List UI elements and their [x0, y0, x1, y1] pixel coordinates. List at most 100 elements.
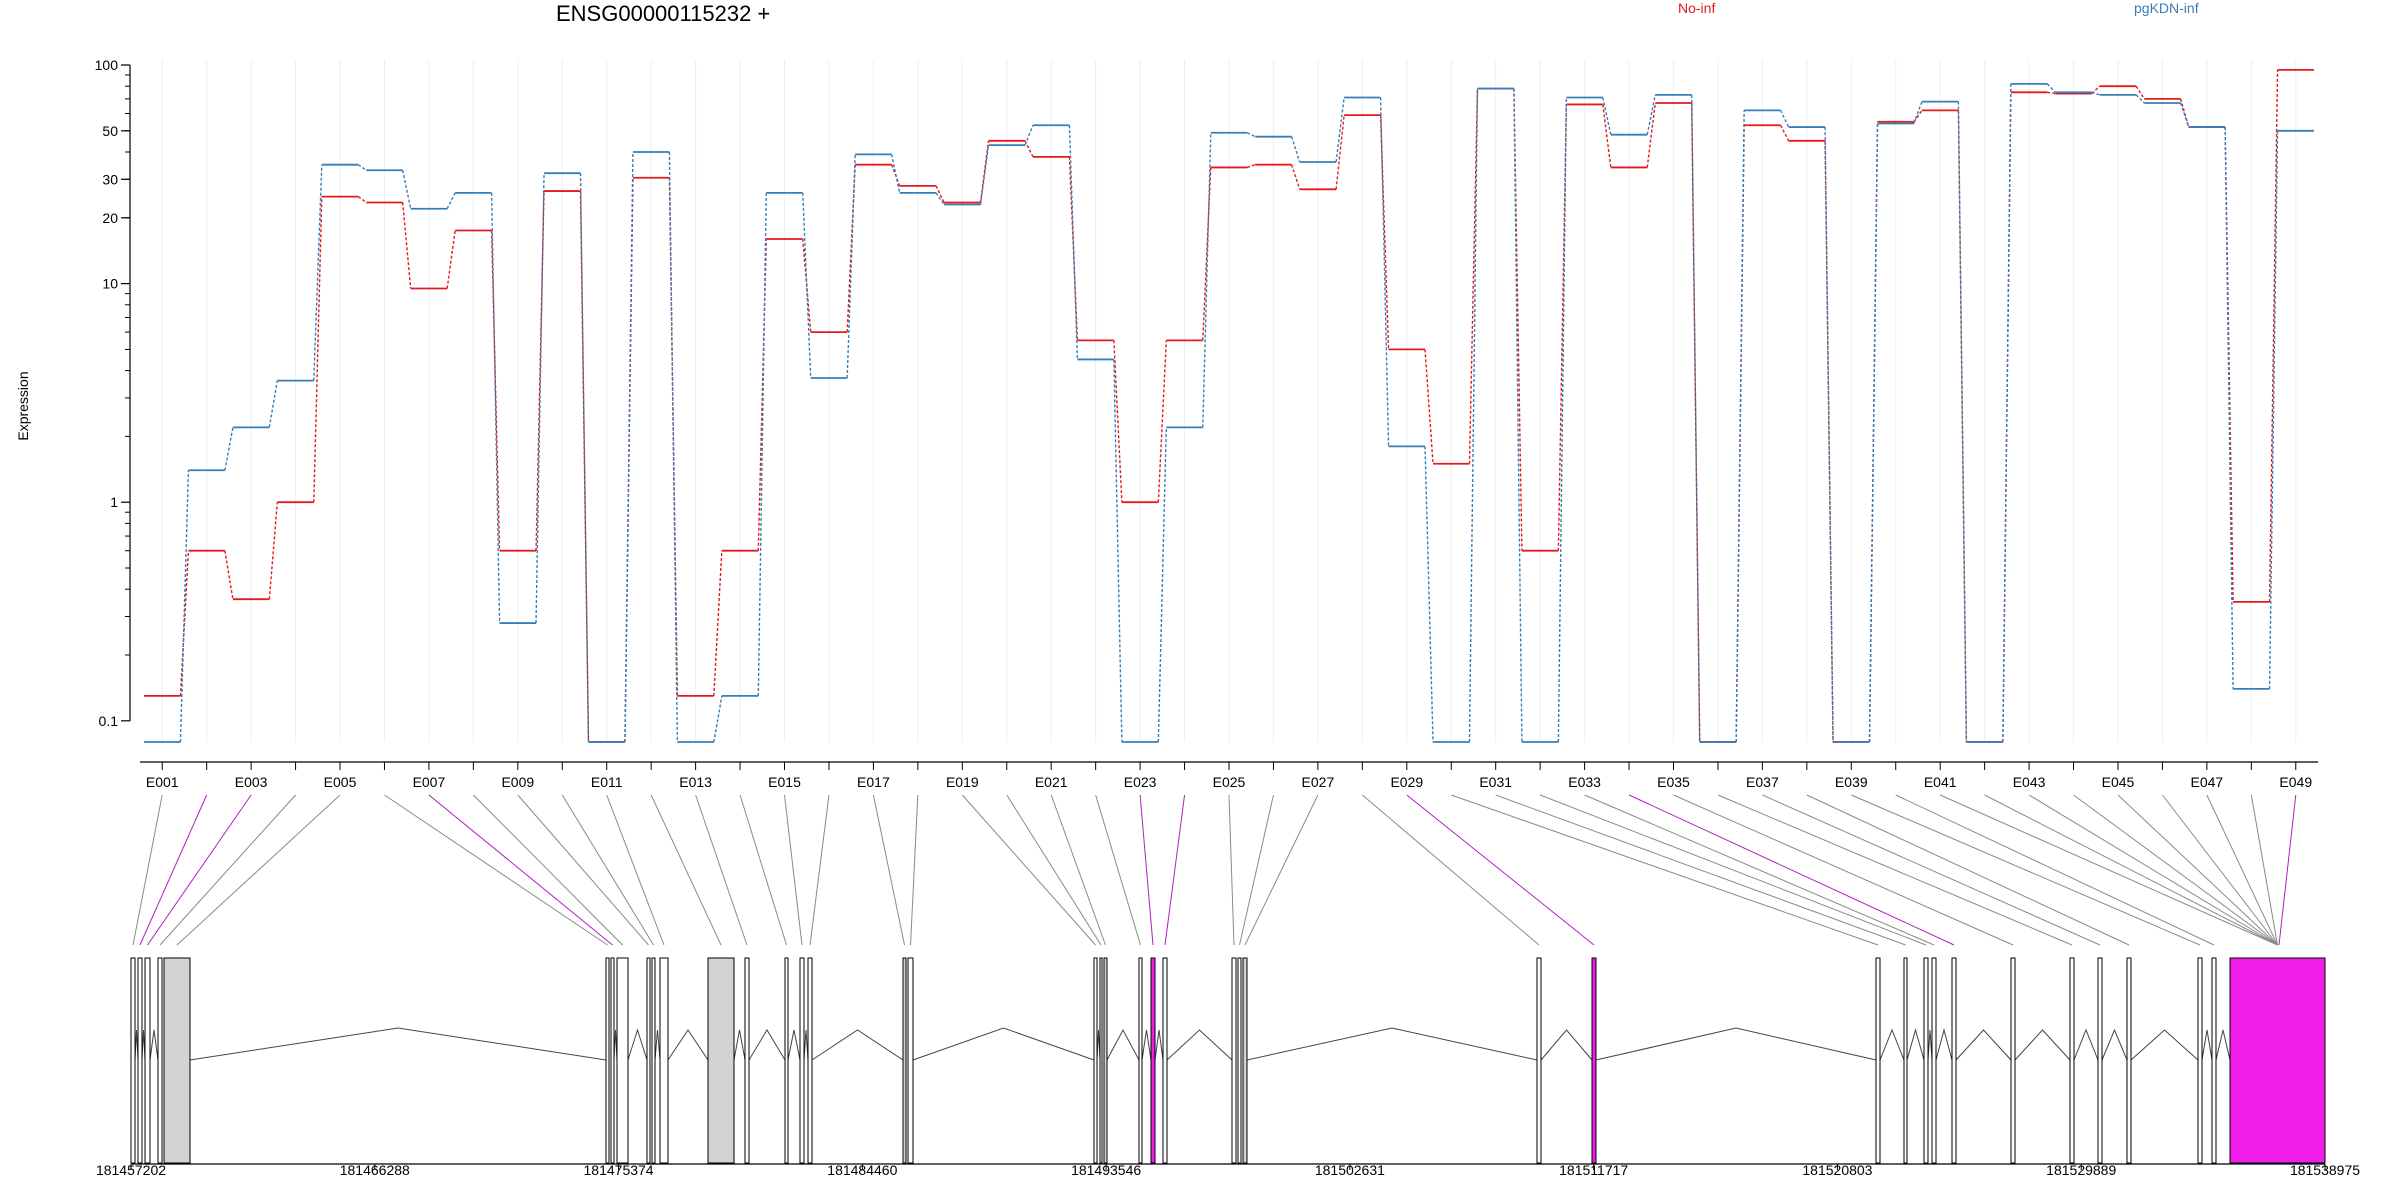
exon-mapping-line [1050, 794, 1106, 946]
connector [446, 192, 456, 210]
connector [2268, 130, 2279, 689]
exon-mapping-line [872, 794, 905, 946]
connector [1779, 124, 1790, 142]
connector [757, 192, 767, 696]
x-tick-label: E049 [2279, 774, 2312, 790]
connector [846, 154, 856, 379]
intron [1166, 1029, 1233, 1061]
exon-mapping-line [1895, 794, 2215, 946]
legend-pgkdn-inf: pgKDN-inf [2134, 0, 2199, 16]
intron [803, 1029, 809, 1061]
grid [161, 60, 2297, 742]
exon-box [157, 957, 163, 1164]
intron [811, 1029, 904, 1061]
intron [1927, 1029, 1933, 1061]
exon-box [799, 957, 805, 1164]
intron [667, 1029, 709, 1061]
exon-mapping-line [606, 794, 665, 946]
x-tick-label: E031 [1479, 774, 1512, 790]
exon-box [1923, 957, 1929, 1164]
x-tick-label: E025 [1213, 774, 1246, 790]
exon-mapping-line [1362, 794, 1540, 946]
exon-mapping-line [1851, 794, 2201, 946]
exon-box [163, 957, 191, 1164]
exon-mapping-line [650, 794, 722, 946]
connector [668, 151, 679, 743]
intron [748, 1029, 786, 1061]
genomic-tick-label: 181520803 [1802, 1162, 1872, 1178]
exon-mapping-line [2206, 794, 2278, 946]
intron [2073, 1028, 2099, 1061]
exon-box [1875, 957, 1881, 1164]
exon-mapping-line [1539, 794, 1927, 946]
intron [787, 1029, 801, 1061]
intron [1141, 1029, 1152, 1061]
x-tick-label: E029 [1390, 774, 1423, 790]
exon-box [1536, 957, 1542, 1164]
exon-box [1231, 957, 1237, 1164]
exons [130, 957, 2326, 1164]
connector [1157, 340, 1168, 503]
exon-box [610, 957, 615, 1164]
intron [1955, 1029, 2012, 1061]
x-tick-label: E035 [1657, 774, 1690, 790]
genomic-tick-label: 181502631 [1315, 1162, 1385, 1178]
connector [935, 185, 945, 203]
exon-mapping-line [139, 794, 208, 946]
connector [802, 192, 812, 379]
exon-mapping-line [1451, 794, 1879, 946]
connector [1557, 97, 1568, 743]
genomic-axis: 181457202 181466288 181475374 181484460 1814… [96, 1162, 2360, 1178]
intron [1595, 1027, 1877, 1061]
x-tick-label: E003 [235, 774, 268, 790]
exon-box [1162, 957, 1168, 1164]
exon-box [144, 957, 151, 1164]
intron [733, 1029, 746, 1061]
exon-mapping-line [1164, 794, 1186, 946]
intron [1540, 1029, 1593, 1061]
exon-box [1150, 957, 1156, 1164]
connector [2002, 83, 2012, 743]
x-tick-label: E001 [146, 774, 179, 790]
connector [1691, 94, 1701, 743]
chart-title: ENSG00000115232 + [556, 1, 771, 26]
connector [1868, 123, 1879, 743]
exon-mapping-line [159, 794, 296, 946]
exon-box [1951, 957, 1957, 1164]
connector [579, 191, 590, 743]
connector [1424, 349, 1434, 464]
connector [1735, 110, 1745, 743]
exon-mapping-line [176, 794, 341, 946]
genomic-tick-label: 181538975 [2290, 1162, 2360, 1178]
exon-box [1099, 957, 1103, 1164]
connector [1513, 88, 1523, 551]
exon-mapping-line [2073, 794, 2278, 946]
connector [1335, 97, 1345, 163]
exon-mapping-line [809, 794, 830, 946]
x-tick-label: E019 [946, 774, 979, 790]
exon-mapping-line [1228, 794, 1235, 946]
x-tick-label: E017 [857, 774, 890, 790]
connector [1202, 132, 1212, 428]
connector [1468, 88, 1479, 743]
y-tick-label: 0.1 [99, 713, 119, 729]
exon-box [907, 957, 914, 1164]
exon-box [2229, 957, 2326, 1164]
exon-mapping-line [1584, 794, 1935, 946]
connector [224, 550, 234, 600]
connector [1246, 164, 1256, 169]
genomic-tick-label: 181511717 [1559, 1162, 1628, 1178]
connector [757, 238, 767, 551]
exon-box [605, 957, 610, 1164]
x-axis: E001 E003 E005 E007 E009 E011 E013 E015 E017 E019… [140, 761, 2318, 790]
y-tick-label: 50 [102, 123, 118, 139]
genomic-tick-label: 181529889 [2046, 1162, 2116, 1178]
exon-mapping-line [1939, 794, 2278, 946]
exon-mapping-line [1673, 794, 2014, 946]
exon-box [646, 957, 651, 1164]
intron [2014, 1029, 2071, 1061]
exon-box [784, 957, 789, 1164]
exon-mapping-line [910, 794, 919, 946]
exon-box [1591, 957, 1597, 1164]
exon-box [2010, 957, 2016, 1164]
